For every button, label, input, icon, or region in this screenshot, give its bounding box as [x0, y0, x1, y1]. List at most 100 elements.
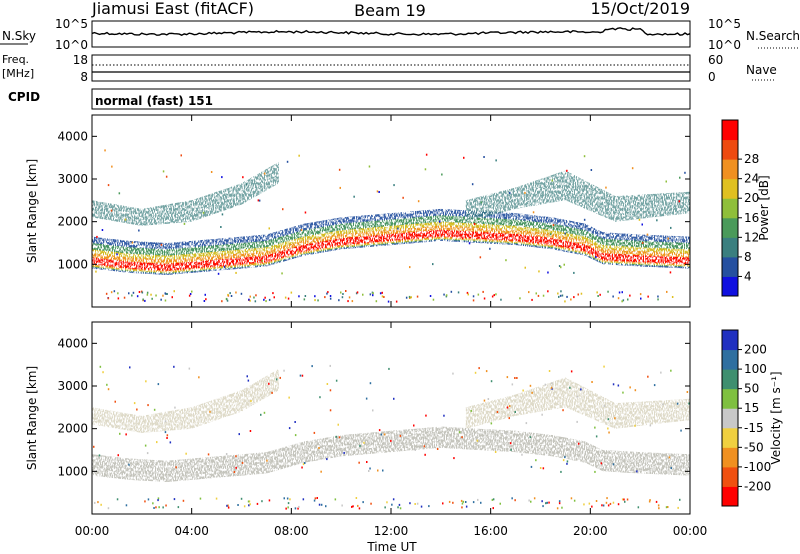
power-dot: [345, 290, 347, 292]
velocity-dot: [528, 499, 530, 502]
power-dot: [136, 295, 139, 298]
velocity-cbar-label-5: -50: [744, 440, 764, 454]
velocity-dot: [316, 497, 318, 499]
power-dot: [500, 298, 502, 301]
power-dot: [117, 292, 119, 295]
velocity-dot: [511, 497, 513, 500]
velocity-dot: [612, 501, 615, 504]
velocity-dot: [320, 503, 323, 506]
power-dot: [612, 295, 614, 298]
velocity-dot: [357, 504, 359, 507]
velocity-dot: [157, 497, 160, 500]
velocity-dot: [337, 423, 339, 426]
velocity-dot: [688, 402, 690, 405]
velocity-dot: [562, 409, 564, 412]
power-dot: [204, 293, 206, 296]
power-dot: [483, 297, 486, 300]
velocity-dot: [279, 376, 281, 379]
velocity-dot: [250, 400, 252, 402]
velocity-dot: [509, 442, 512, 445]
freq-tick-bottom: 8: [80, 70, 88, 84]
freq-label: Freq.: [2, 53, 29, 66]
velocity-dot: [207, 453, 210, 456]
power-dot: [263, 172, 266, 175]
cpid-panel-frame: [91, 88, 691, 110]
power-dot: [580, 292, 583, 295]
velocity-dot: [156, 441, 158, 444]
velocity-dot: [416, 502, 419, 505]
velocity-dot: [458, 431, 461, 434]
velocity-dot: [313, 499, 316, 502]
power-dot: [641, 241, 644, 244]
velocity-dot: [564, 456, 566, 459]
velocity-dot: [164, 431, 167, 434]
power-dot: [254, 300, 257, 303]
power-cbar-label-0: 4: [744, 269, 752, 283]
power-dot: [290, 291, 293, 294]
velocity-dot: [227, 506, 230, 509]
velocity-dot: [629, 386, 631, 389]
power-dot: [563, 263, 565, 266]
velocity-dot: [494, 451, 497, 453]
power-dot: [505, 259, 507, 262]
power-dot: [429, 295, 432, 297]
power-dot: [131, 294, 133, 297]
power-dot: [268, 298, 271, 301]
nave-label: Nave: [746, 63, 777, 77]
velocity-dot: [413, 424, 415, 427]
power-dot: [417, 200, 420, 203]
power-dot: [524, 266, 526, 269]
velocity-dot: [102, 371, 104, 374]
power-dot: [203, 300, 206, 302]
velocity-dot: [227, 504, 229, 507]
power-dot: [489, 247, 491, 250]
velocity-dot: [320, 470, 322, 473]
power-dot: [131, 241, 134, 244]
colorbar-segment-6: [722, 369, 738, 390]
power-dot: [678, 200, 680, 203]
velocity-dot: [569, 386, 571, 389]
power-dot: [629, 294, 631, 297]
velocity-dot: [271, 391, 273, 394]
velocity-dot: [461, 502, 464, 505]
velocity-dot: [452, 372, 454, 375]
power-dot: [202, 211, 205, 214]
velocity-dot: [453, 457, 455, 460]
power-dot: [353, 195, 355, 198]
velocity-dot: [147, 498, 150, 501]
velocity-dot: [607, 427, 609, 430]
power-dot: [248, 298, 250, 301]
ytick-label-2: 3000: [57, 379, 88, 393]
power-dot: [479, 256, 482, 259]
power-dot: [180, 154, 182, 157]
velocity-dot: [595, 500, 598, 502]
power-dot: [235, 271, 237, 274]
velocity-dot: [600, 462, 603, 465]
velocity-colorbar-frame: [721, 329, 739, 507]
power-dot: [117, 297, 120, 300]
power-dot: [564, 232, 566, 235]
velocity-dot: [533, 497, 536, 500]
power-colorbar-label: Power [dB]: [757, 175, 771, 240]
power-dot: [408, 295, 411, 298]
power-dot: [537, 294, 540, 297]
velocity-dot: [325, 505, 327, 508]
velocity-dot: [521, 453, 523, 456]
power-dot: [432, 298, 435, 301]
power-dot: [138, 291, 141, 293]
velocity-dot: [477, 498, 479, 501]
power-dot: [557, 292, 559, 295]
velocity-dot: [514, 411, 516, 413]
velocity-dot: [351, 505, 353, 508]
velocity-dot: [240, 497, 243, 500]
velocity-cbar-label-1: 100: [744, 362, 767, 376]
velocity-dot: [369, 382, 372, 385]
power-dot: [439, 220, 441, 223]
power-dot: [221, 176, 223, 179]
velocity-dot: [369, 467, 371, 470]
velocity-dot: [334, 498, 337, 501]
velocity-dot: [580, 388, 582, 391]
power-dot: [273, 296, 275, 299]
velocity-dot: [285, 507, 287, 510]
power-cbar-label-6: 28: [744, 152, 759, 166]
